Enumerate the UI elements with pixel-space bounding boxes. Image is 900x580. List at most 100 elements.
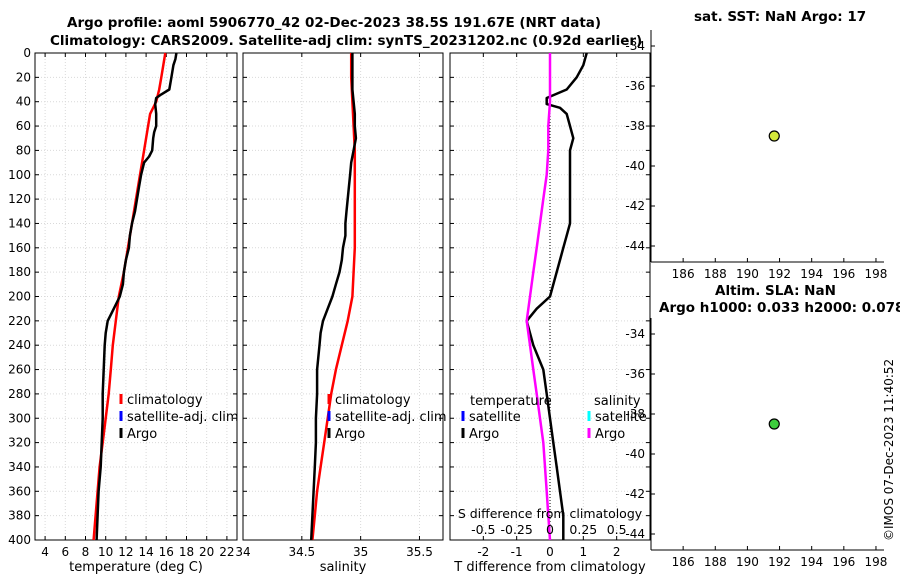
difference-panel: -2 -1 0 1 2T difference from climatology S di… xyxy=(449,52,651,575)
sst-map-title: sat. SST: NaN Argo: 17 xyxy=(694,9,867,25)
y-tick-label: 40 xyxy=(16,95,31,109)
y-tick-label: -34 xyxy=(625,327,645,341)
salinity-panel: 34 34.5 35 35.5 salinity climatology satellite… xyxy=(235,52,447,575)
y-tick-label: -42 xyxy=(625,199,645,213)
x-tick-label: 12 xyxy=(118,545,133,559)
y-tick-label: 240 xyxy=(8,338,31,352)
y-tick-label: 120 xyxy=(8,192,31,206)
legend-label: Argo xyxy=(469,427,499,442)
sst_map-panel: -34 -36 -38 -40 -42 -44 186 188 190 192 194 196 198 xyxy=(625,30,887,281)
y-tick-label: 200 xyxy=(8,290,31,304)
series-line-t-difference-argo- xyxy=(525,52,588,540)
y-tick-label: 280 xyxy=(8,387,31,401)
y-tick-label: -38 xyxy=(625,119,645,133)
s-difference-tick-label: 0 xyxy=(546,522,554,537)
y-tick-label: -34 xyxy=(625,39,645,53)
x-tick-label: 194 xyxy=(800,555,823,569)
legend-title-temperature: temperature xyxy=(470,394,552,409)
y-tick-label: 80 xyxy=(16,143,31,157)
s-difference-tick-label: 0.25 xyxy=(569,522,597,537)
legend-label: satellite-adj. clim xyxy=(335,410,447,425)
y-tick-label: -40 xyxy=(625,159,645,173)
x-tick-label: 190 xyxy=(736,555,759,569)
y-tick-label: 160 xyxy=(8,241,31,255)
x-tick-label: 192 xyxy=(768,555,791,569)
y-tick-label: -36 xyxy=(625,367,645,381)
y-tick-label: -40 xyxy=(625,447,645,461)
x-tick-label: 1 xyxy=(580,545,588,559)
x-tick-label: 35 xyxy=(353,545,368,559)
x-tick-label: 16 xyxy=(159,545,174,559)
y-tick-label: 320 xyxy=(8,436,31,450)
y-tick-label: 0 xyxy=(23,46,31,60)
y-tick-label: 100 xyxy=(8,168,31,182)
y-tick-label: 400 xyxy=(8,533,31,547)
x-tick-label: 20 xyxy=(199,545,214,559)
y-tick-label: 340 xyxy=(8,460,31,474)
sla_map-panel: -34 -36 -38 -40 -42 -44 186 188 190 192 194 196 198 xyxy=(625,318,887,569)
argo-location-marker xyxy=(768,418,780,430)
legend-label: Argo xyxy=(595,427,625,442)
legend-label: satellite xyxy=(469,410,521,425)
x-tick-label: 198 xyxy=(865,267,888,281)
x-tick-label: -1 xyxy=(511,545,523,559)
difference-xlabel: T difference from climatology xyxy=(453,560,646,575)
argo-location-marker xyxy=(768,130,780,142)
series-line-climatology xyxy=(311,53,357,541)
x-tick-label: 196 xyxy=(832,555,855,569)
s-difference-axis-label: S difference from climatology xyxy=(458,506,643,521)
sla-map-title: Altim. SLA: NaN xyxy=(715,283,836,299)
x-tick-label: 194 xyxy=(800,267,823,281)
x-tick-label: 34.5 xyxy=(288,545,315,559)
x-tick-label: 10 xyxy=(98,545,113,559)
x-tick-label: 2 xyxy=(613,545,621,559)
legend-label: satellite-adj. clim xyxy=(127,410,239,425)
y-tick-label: 360 xyxy=(8,484,31,498)
y-tick-label: 260 xyxy=(8,363,31,377)
legend-label: Argo xyxy=(127,427,157,442)
x-tick-label: 186 xyxy=(672,267,695,281)
x-tick-label: 190 xyxy=(736,267,759,281)
temperature-panel: 4 6 8 10 12 14 16 18 20 2202040608010012014016018… xyxy=(8,46,239,575)
x-tick-label: 8 xyxy=(82,545,90,559)
x-tick-label: 188 xyxy=(704,555,727,569)
x-tick-label: 186 xyxy=(672,555,695,569)
legend-label: climatology xyxy=(335,393,411,408)
s-difference-tick-label: -0.25 xyxy=(500,522,532,537)
y-tick-label: -42 xyxy=(625,487,645,501)
y-tick-label: 140 xyxy=(8,216,31,230)
temperature-xlabel: temperature (deg C) xyxy=(69,560,203,575)
sla-map-subtitle: Argo h1000: 0.033 h2000: 0.078 xyxy=(659,300,900,316)
x-tick-label: -2 xyxy=(477,545,489,559)
y-tick-label: 180 xyxy=(8,265,31,279)
y-tick-label: 380 xyxy=(8,509,31,523)
x-tick-label: 196 xyxy=(832,267,855,281)
legend-title-salinity: salinity xyxy=(594,394,641,409)
figure-title-line1: Argo profile: aoml 5906770_42 02-Dec-202… xyxy=(67,15,602,31)
x-tick-label: 192 xyxy=(768,267,791,281)
x-tick-label: 35.5 xyxy=(406,545,433,559)
y-tick-label: 300 xyxy=(8,411,31,425)
legend-label: satellite xyxy=(595,410,647,425)
salinity-xlabel: salinity xyxy=(320,560,367,575)
series-line-s-difference-argo- xyxy=(525,53,552,541)
y-tick-label: -36 xyxy=(625,79,645,93)
y-tick-label: -44 xyxy=(625,527,645,541)
x-tick-label: 198 xyxy=(865,555,888,569)
series-line-argo xyxy=(309,53,358,541)
s-difference-tick-label: 0.5 xyxy=(607,522,627,537)
y-tick-label: -38 xyxy=(625,407,645,421)
x-tick-label: 4 xyxy=(41,545,49,559)
y-tick-label: 220 xyxy=(8,314,31,328)
y-tick-label: -44 xyxy=(625,239,645,253)
x-tick-label: 34 xyxy=(235,545,250,559)
s-difference-tick-label: -0.5 xyxy=(471,522,495,537)
x-tick-label: 188 xyxy=(704,267,727,281)
legend-label: Argo xyxy=(335,427,365,442)
legend-label: climatology xyxy=(127,393,203,408)
y-tick-label: 60 xyxy=(16,119,31,133)
x-tick-label: 18 xyxy=(179,545,194,559)
y-tick-label: 20 xyxy=(16,70,31,84)
x-tick-label: 14 xyxy=(138,545,153,559)
